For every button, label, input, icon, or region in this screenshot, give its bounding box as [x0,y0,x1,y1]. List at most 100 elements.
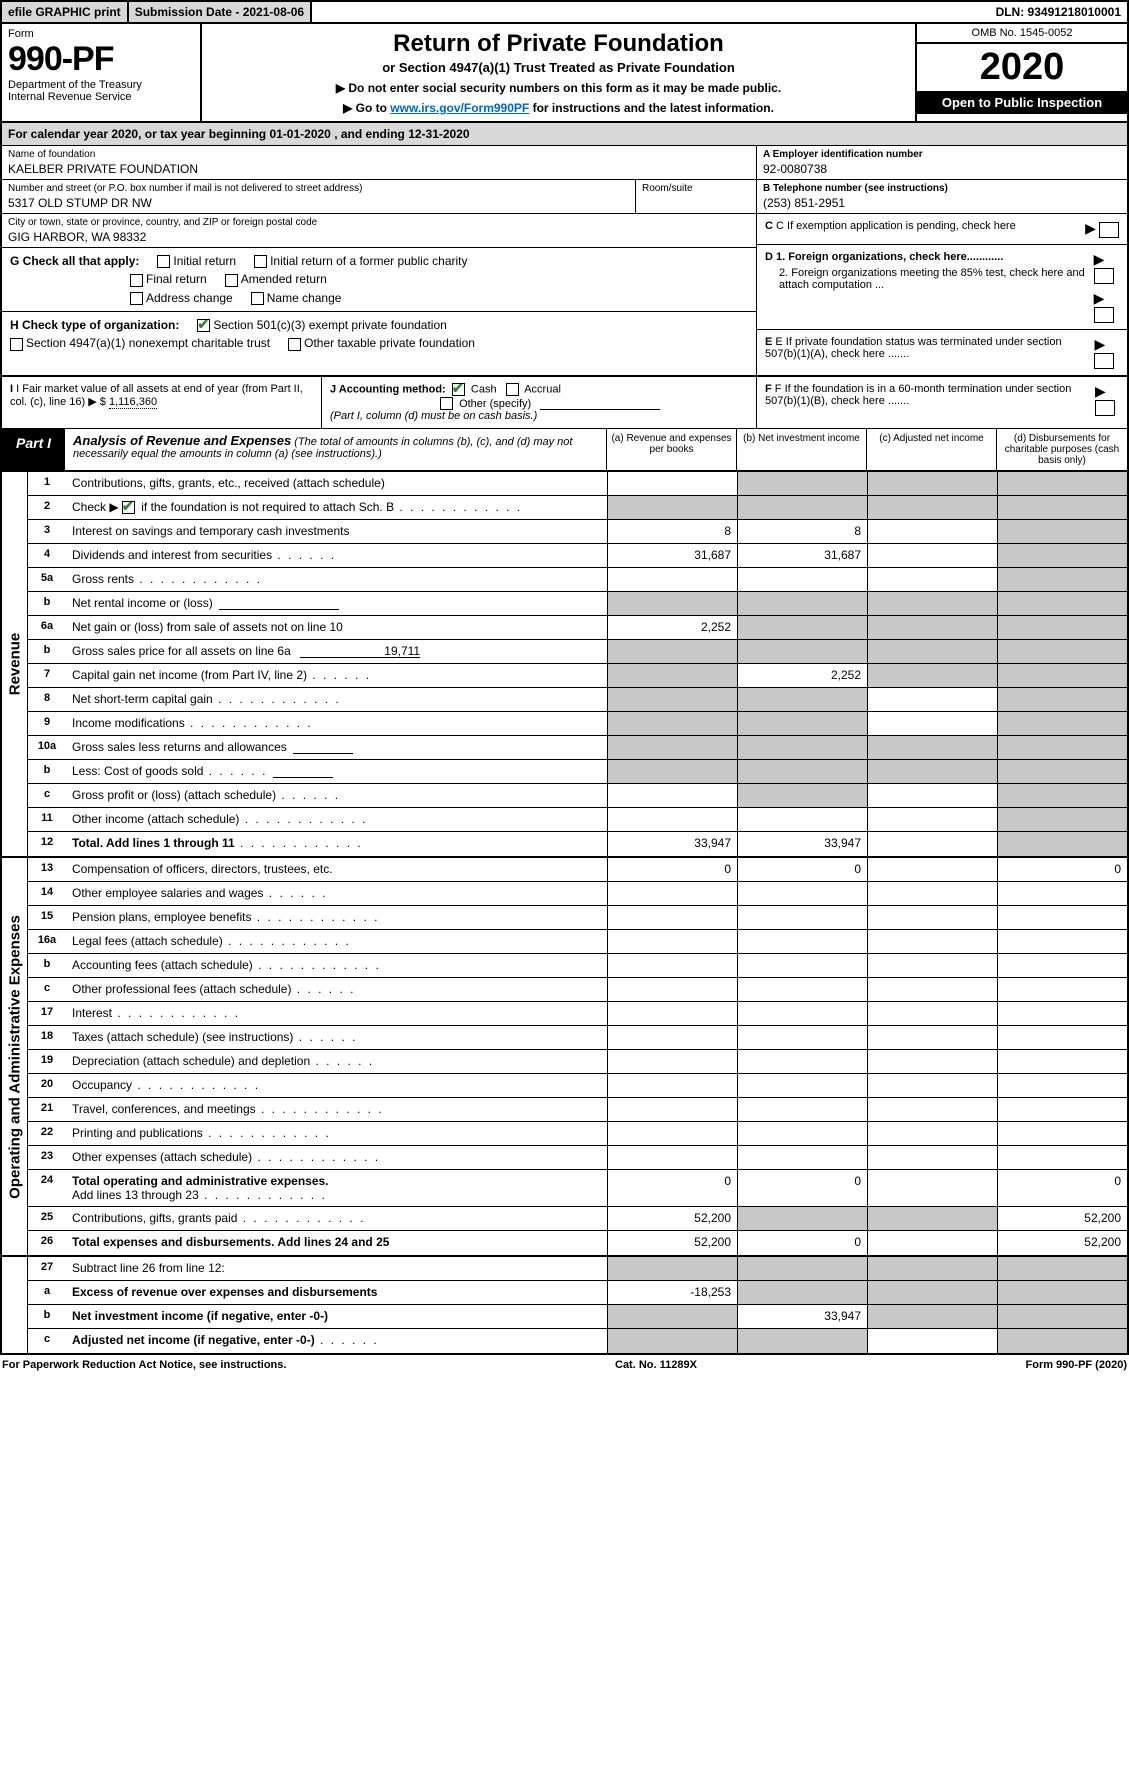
501c3-checkbox[interactable] [197,319,210,332]
fmv-value: 1,116,360 [109,396,157,409]
expenses-table: Operating and Administrative Expenses 13… [0,858,1129,1257]
arrow-icon: ▶ [1094,251,1105,267]
info-right: A Employer identification number 92-0080… [757,146,1127,375]
open-to-public: Open to Public Inspection [917,91,1127,114]
street-address: 5317 OLD STUMP DR NW [8,196,629,210]
topbar-spacer [312,2,989,22]
paperwork-notice: For Paperwork Reduction Act Notice, see … [2,1359,286,1371]
revenue-section-label: Revenue [2,472,28,856]
year-begin: 01-01-2020 [269,127,330,141]
col-c-header: (c) Adjusted net income [867,429,997,470]
info-grid: Name of foundation KAELBER PRIVATE FOUND… [0,146,1129,377]
r27b-b: 33,947 [737,1305,867,1328]
r4-b: 31,687 [737,544,867,567]
r13-a: 0 [607,858,737,881]
address-label: Number and street (or P.O. box number if… [8,183,629,194]
col-a-header: (a) Revenue and expenses per books [607,429,737,470]
ein-label: A Employer identification number [763,149,923,160]
ein-value: 92-0080738 [763,162,1121,176]
r25-a: 52,200 [607,1207,737,1230]
r3-a: 8 [607,520,737,543]
i-fmv: I I Fair market value of all assets at e… [2,377,322,428]
form-title: Return of Private Foundation [212,30,905,58]
r13-d: 0 [997,858,1127,881]
r24-b: 0 [737,1170,867,1206]
d1-checkbox[interactable] [1094,268,1114,284]
form-footer: Form 990-PF (2020) [1026,1359,1127,1371]
form-label: Form [8,28,194,40]
r25-d: 52,200 [997,1207,1127,1230]
e-checkbox[interactable] [1094,353,1114,369]
submission-date: Submission Date - 2021-08-06 [129,2,312,22]
r24-a: 0 [607,1170,737,1206]
city-value: GIG HARBOR, WA 98332 [8,230,750,244]
foundation-name: KAELBER PRIVATE FOUNDATION [8,162,750,176]
cat-no: Cat. No. 11289X [615,1359,697,1371]
address-change-checkbox[interactable] [130,292,143,305]
arrow-icon: ▶ [1094,336,1105,352]
city-label: City or town, state or province, country… [8,217,750,228]
part1-label: Part I [2,429,65,470]
r7-b: 2,252 [737,664,867,687]
dept-treasury: Department of the Treasury [8,79,194,91]
room-label: Room/suite [642,183,750,194]
h-check-section: H Check type of organization: Section 50… [2,312,756,357]
h-label: H Check type of organization: [10,318,179,332]
d2-checkbox[interactable] [1094,307,1114,323]
final-return-checkbox[interactable] [130,274,143,287]
irs-label: Internal Revenue Service [8,91,194,103]
initial-former-checkbox[interactable] [254,255,267,268]
ijf-row: I I Fair market value of all assets at e… [0,377,1129,429]
form-subtitle: or Section 4947(a)(1) Trust Treated as P… [212,60,905,75]
g-label: G Check all that apply: [10,254,139,268]
c-checkbox[interactable] [1099,222,1119,238]
r4-a: 31,687 [607,544,737,567]
g-check-section: G Check all that apply: Initial return I… [2,248,756,312]
cash-checkbox[interactable] [452,383,465,396]
r26-a: 52,200 [607,1231,737,1255]
r6a-a: 2,252 [607,616,737,639]
r13-b: 0 [737,858,867,881]
tax-year: 2020 [917,44,1127,91]
col-d-header: (d) Disbursements for charitable purpose… [997,429,1127,470]
e-terminated-row: E E If private foundation status was ter… [757,330,1127,375]
page-footer: For Paperwork Reduction Act Notice, see … [0,1355,1129,1375]
r24-d: 0 [997,1170,1127,1206]
r6b-val: 19,711 [300,644,420,658]
r26-d: 52,200 [997,1231,1127,1255]
f-60month: F F If the foundation is in a 60-month t… [757,377,1127,428]
r3-b: 8 [737,520,867,543]
j-accounting: J Accounting method: Cash Accrual Other … [322,377,757,428]
initial-return-checkbox[interactable] [157,255,170,268]
other-taxable-checkbox[interactable] [288,338,301,351]
irs-link[interactable]: www.irs.gov/Form990PF [390,101,529,115]
top-bar: efile GRAPHIC print Submission Date - 20… [0,0,1129,24]
form-header: Form 990-PF Department of the Treasury I… [0,24,1129,123]
omb-number: OMB No. 1545-0052 [917,24,1127,44]
calendar-year-row: For calendar year 2020, or tax year begi… [0,123,1129,146]
amended-return-checkbox[interactable] [225,274,238,287]
f-checkbox[interactable] [1095,400,1115,416]
year-end: 12-31-2020 [408,127,469,141]
phone-value: (253) 851-2951 [763,196,1121,210]
name-change-checkbox[interactable] [251,292,264,305]
arrow-icon: ▶ [1094,290,1105,306]
d-foreign-row: D 1. Foreign organizations, check here..… [757,245,1127,330]
row27-table: 27Subtract line 26 from line 12: aExcess… [0,1257,1129,1355]
c-exemption-row: C C If exemption application is pending,… [757,214,1127,245]
4947a1-checkbox[interactable] [10,338,23,351]
name-label: Name of foundation [8,149,750,160]
r12-a: 33,947 [607,832,737,856]
schb-checkbox[interactable] [122,501,135,514]
phone-label: B Telephone number (see instructions) [763,183,948,194]
col-b-header: (b) Net investment income [737,429,867,470]
dln: DLN: 93491218010001 [990,2,1127,22]
r12-b: 33,947 [737,832,867,856]
ssn-warning: ▶ Do not enter social security numbers o… [212,81,905,95]
header-center: Return of Private Foundation or Section … [202,24,917,121]
header-right: OMB No. 1545-0052 2020 Open to Public In… [917,24,1127,121]
other-acct-checkbox[interactable] [440,397,453,410]
r26-b: 0 [737,1231,867,1255]
arrow-icon: ▶ [1085,220,1096,236]
accrual-checkbox[interactable] [506,383,519,396]
